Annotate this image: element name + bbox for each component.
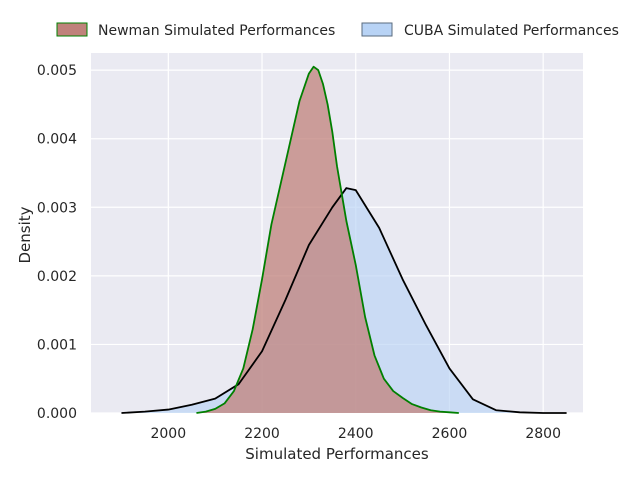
x-tick-label: 2000 (150, 426, 186, 442)
y-tick-label: 0.002 (37, 269, 77, 285)
y-tick-label: 0.000 (37, 406, 77, 422)
y-tick-label: 0.005 (37, 63, 77, 79)
line-newman (196, 65, 459, 414)
y-tick-label: 0.001 (37, 337, 77, 353)
y-ticks: 0.000 0.001 0.002 0.003 0.004 0.005 (37, 63, 77, 422)
legend-swatch-newman (56, 22, 88, 37)
line-cuba (121, 187, 567, 414)
series-areas (121, 65, 567, 414)
legend: Newman Simulated Performances CUBA Simul… (56, 22, 619, 39)
y-tick-label: 0.003 (37, 200, 77, 216)
legend-label-newman: Newman Simulated Performances (98, 23, 335, 39)
x-tick-label: 2600 (432, 426, 468, 442)
y-axis-label: Density (16, 206, 34, 263)
legend-label-cuba: CUBA Simulated Performances (404, 23, 619, 39)
area-newman (196, 66, 459, 414)
x-tick-label: 2200 (244, 426, 280, 442)
x-tick-label: 2800 (525, 426, 561, 442)
x-ticks: 2000 2200 2400 2600 2800 (150, 426, 560, 442)
legend-swatch-cuba (361, 22, 393, 37)
x-tick-label: 2400 (338, 426, 374, 442)
y-tick-label: 0.004 (37, 132, 77, 148)
x-axis-label: Simulated Performances (245, 445, 429, 463)
